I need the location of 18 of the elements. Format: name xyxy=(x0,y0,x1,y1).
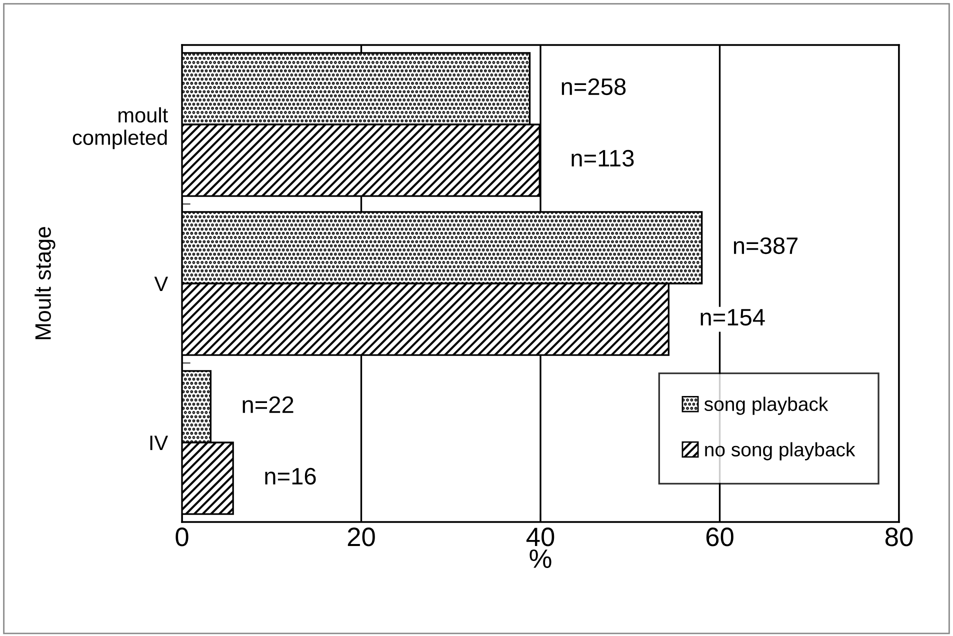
annotation: n=154 xyxy=(700,309,765,326)
y-tick-label: V xyxy=(154,276,168,292)
x-tick-label: 20 xyxy=(348,528,375,546)
x-tick-label: 40 xyxy=(526,528,554,546)
x-tick-label: 60 xyxy=(706,528,734,546)
y-tick-label: moult completed xyxy=(72,107,168,150)
legend-label: song playback xyxy=(704,396,828,415)
x-axis-title: % xyxy=(530,549,552,568)
y-tick-label: IV xyxy=(150,436,168,450)
x-tick-label: 80 xyxy=(885,528,913,546)
x-tick-label: 0 xyxy=(176,528,188,546)
legend-label: no song playback xyxy=(705,442,856,460)
y-axis-title: Moult stage xyxy=(34,227,56,340)
annotation: n=16 xyxy=(265,468,316,485)
annotation: n=22 xyxy=(242,396,294,413)
annotation: n=113 xyxy=(572,150,634,167)
annotation: n=387 xyxy=(734,237,798,254)
annotation: n=258 xyxy=(562,78,626,96)
